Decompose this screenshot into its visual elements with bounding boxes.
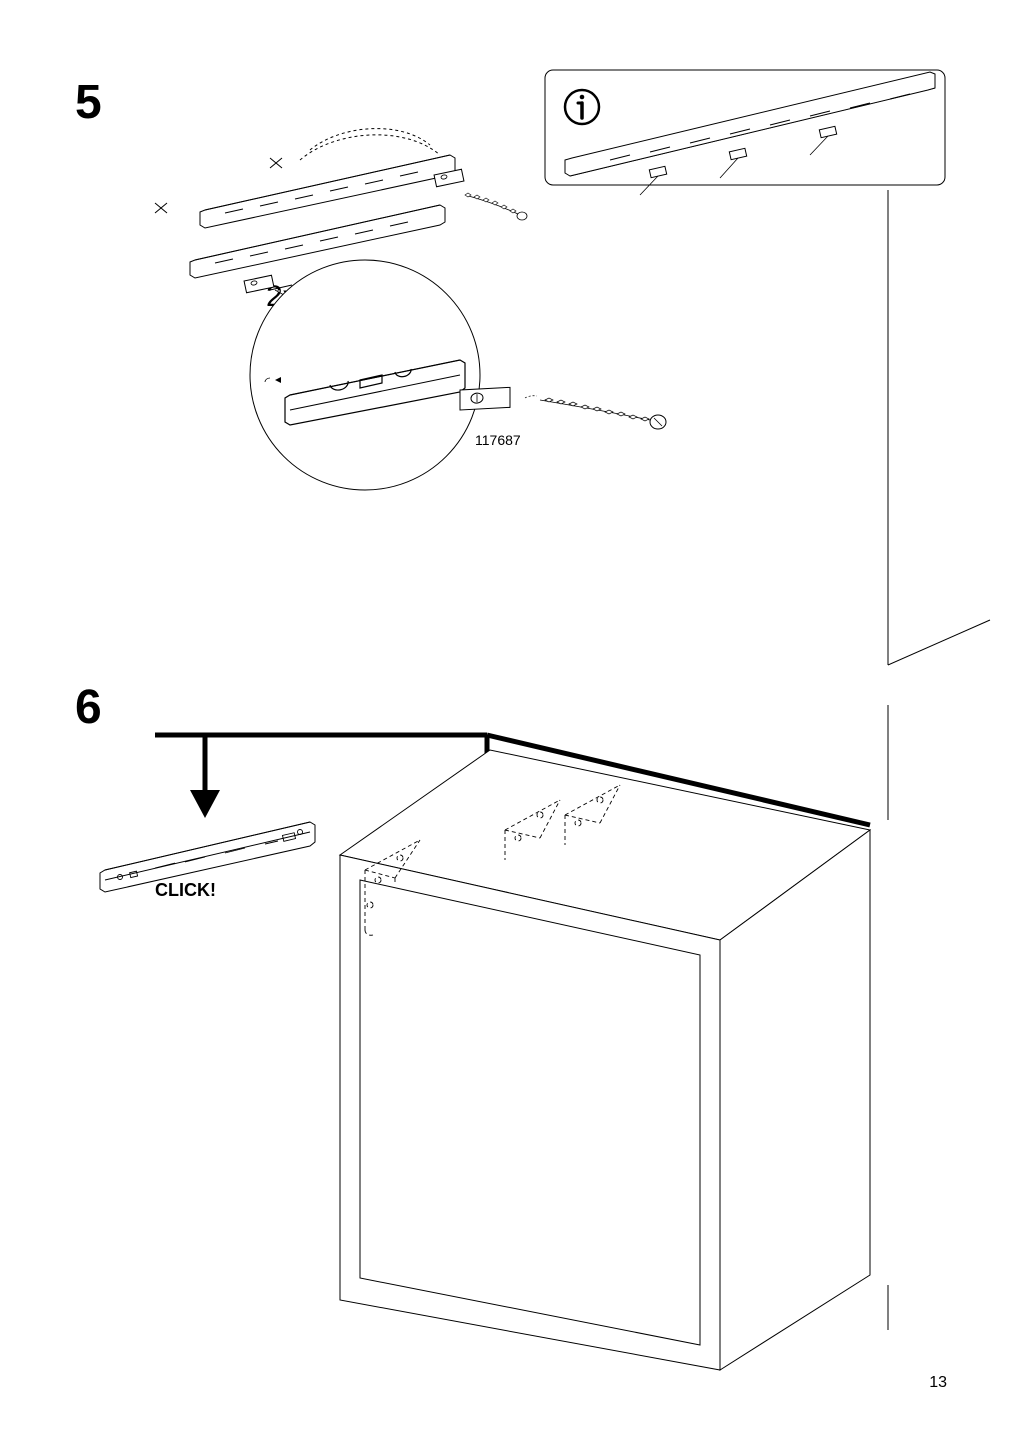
instruction-page: 5 6 2x 133114 117687 CLICK! 13	[0, 0, 1012, 1432]
callout-circle	[250, 260, 666, 490]
info-box	[545, 70, 945, 195]
diagram-svg	[0, 0, 1012, 1432]
step6-rail-click	[100, 735, 315, 892]
room-corner-upper	[888, 190, 990, 665]
step6-cabinet	[340, 750, 870, 1370]
